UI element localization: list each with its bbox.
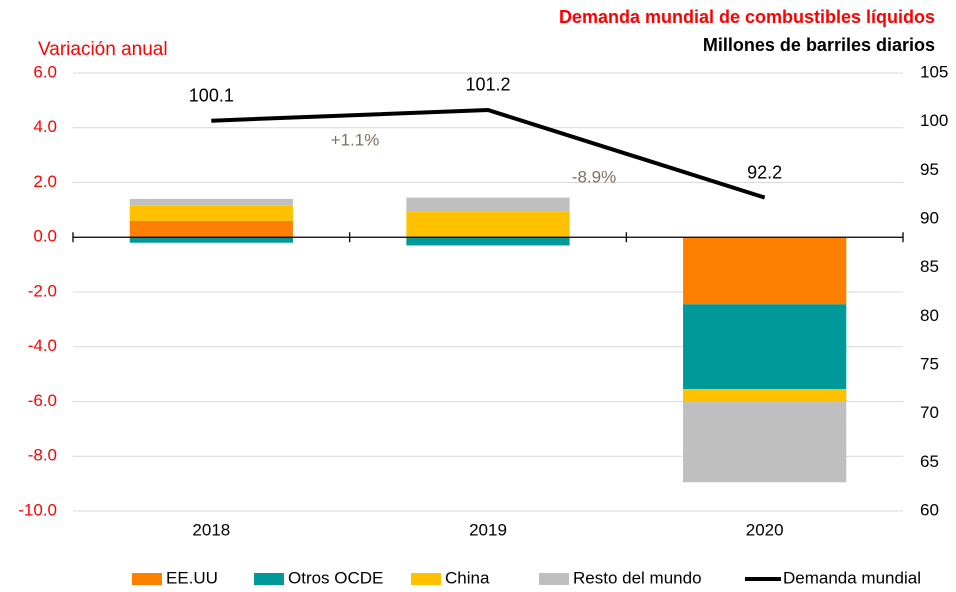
legend-swatch [254,573,284,585]
bar [683,237,847,305]
bar [129,220,293,238]
bar [406,211,570,238]
data-label: 101.2 [465,75,510,95]
y2-tick-label: 90 [920,208,939,227]
data-label: 92.2 [747,162,782,182]
annotation: -8.9% [572,167,616,186]
bar [683,304,847,390]
y2-tick-label: 80 [920,306,939,325]
y-tick-label: -10.0 [18,500,57,519]
y2-tick-label: 70 [920,403,939,422]
bar [129,198,293,206]
bar [129,205,293,221]
bar [129,237,293,243]
y-tick-label: 4.0 [33,117,57,136]
annotation: +1.1% [331,130,380,149]
y2-tick-label: 95 [920,160,939,179]
x-tick-label: 2018 [192,520,230,539]
legend-label: Otros OCDE [288,568,383,587]
legend-label: Demanda mundial [783,568,921,587]
bar [683,402,847,483]
legend-label: EE.UU [166,568,218,587]
y-tick-label: -4.0 [28,336,57,355]
y-tick-label: 6.0 [33,62,57,81]
y2-tick-label: 85 [920,257,939,276]
legend-label: China [445,568,490,587]
chart-title: Demanda mundial de combustibles líquidos [559,7,935,27]
y-tick-label: -8.0 [28,446,57,465]
bar [406,197,570,212]
chart-subtitle: Millones de barriles diarios [703,35,935,55]
data-label: 100.1 [189,85,234,105]
y-tick-label: -2.0 [28,281,57,300]
bar [683,389,847,403]
x-tick-label: 2020 [746,520,784,539]
y-tick-label: 0.0 [33,227,57,246]
y-tick-label: 2.0 [33,172,57,191]
legend-swatch [539,573,569,585]
y2-tick-label: 100 [920,111,948,130]
legend-swatch [411,573,441,585]
y2-tick-label: 105 [920,62,948,81]
y-axis-label: Variación anual [38,39,168,60]
legend-label: Resto del mundo [573,568,702,587]
y-tick-label: -6.0 [28,391,57,410]
bar [406,237,570,246]
x-tick-label: 2019 [469,520,507,539]
legend-swatch [132,573,162,585]
y2-tick-label: 60 [920,500,939,519]
line [211,107,766,200]
y2-tick-label: 65 [920,452,939,471]
y2-tick-label: 75 [920,354,939,373]
